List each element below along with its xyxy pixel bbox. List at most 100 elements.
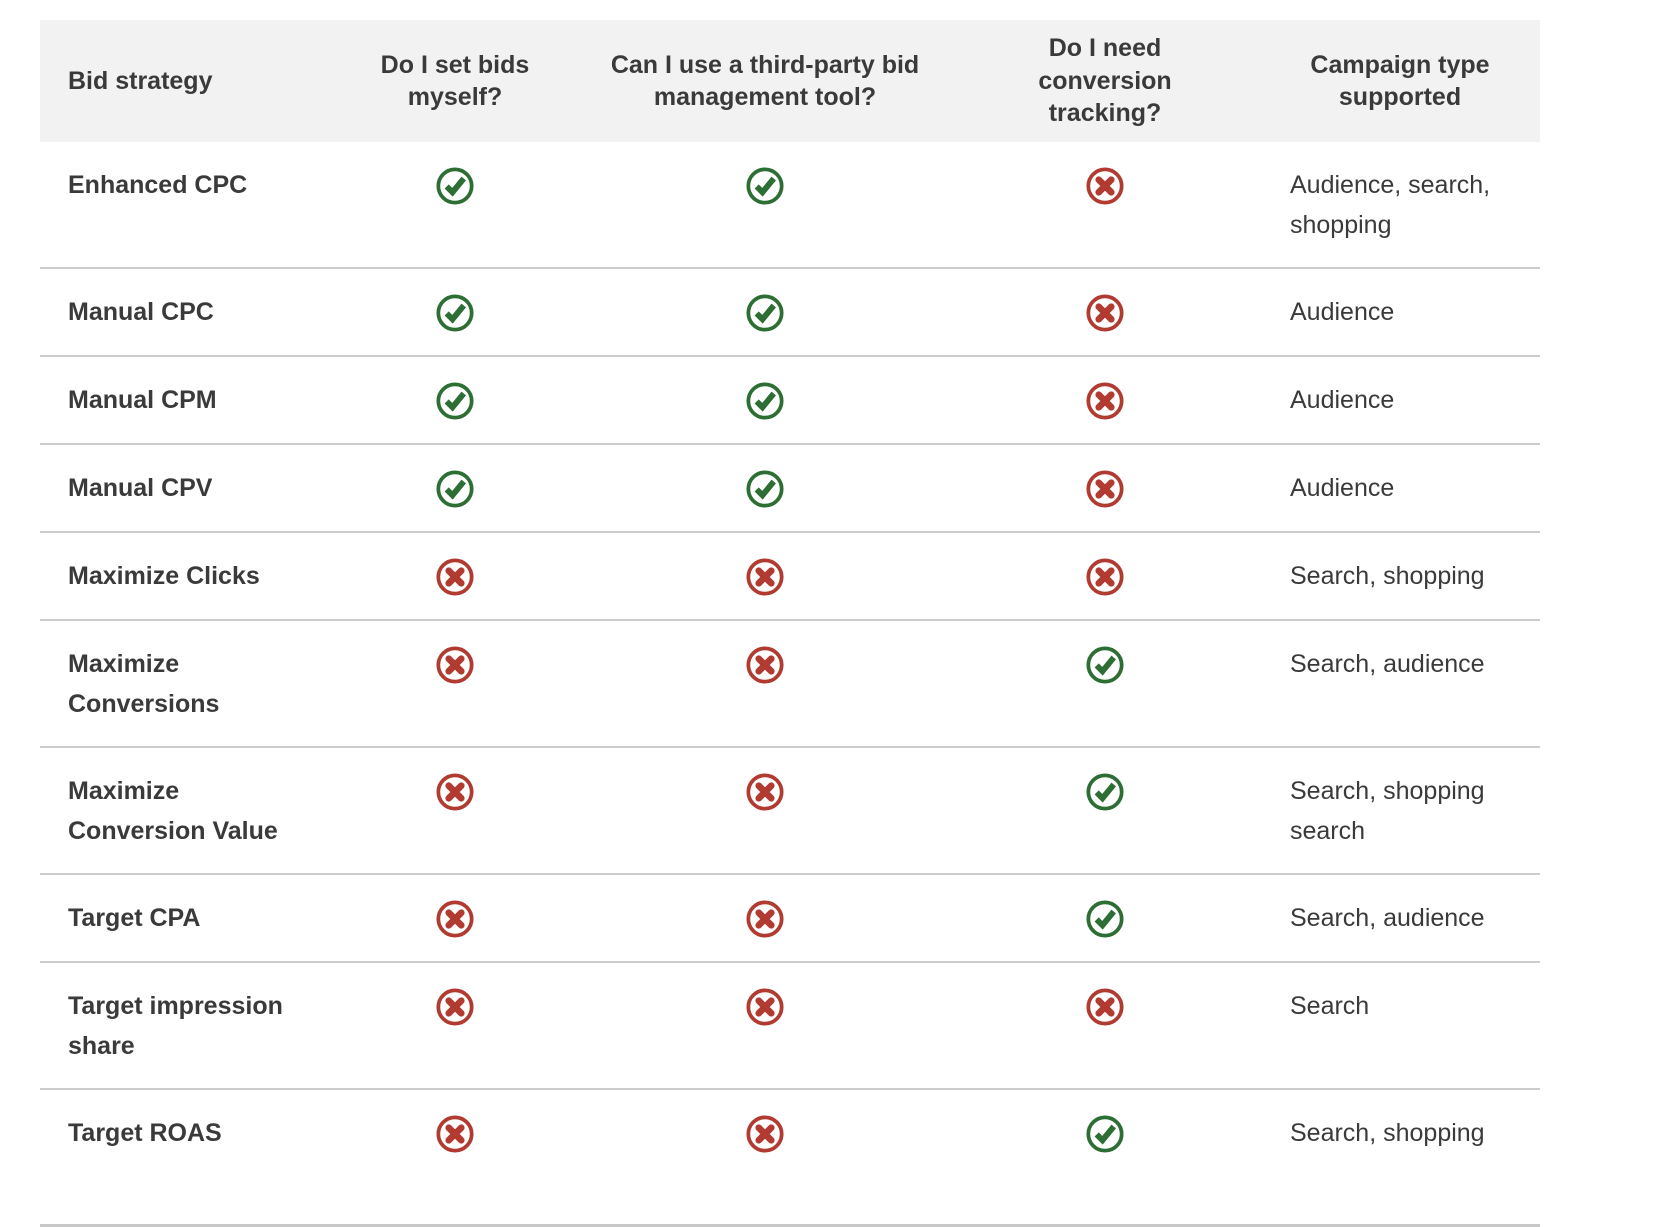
header-row: Bid strategy Do I set bids myself? Can I… (40, 20, 1540, 142)
table-row: Target CPA Search, audience (40, 874, 1540, 962)
x-circle-icon (745, 987, 785, 1027)
x-circle-icon (435, 557, 475, 597)
column-header-bid-strategy: Bid strategy (40, 20, 330, 142)
table-row: Maximize Clicks Search, shopping (40, 532, 1540, 620)
x-circle-icon (435, 987, 475, 1027)
set-bids-cell (330, 142, 580, 268)
table-body: Enhanced CPC Audience, search, shopping … (40, 142, 1540, 1226)
check-circle-icon (745, 469, 785, 509)
x-circle-icon (745, 645, 785, 685)
campaign-type-cell: Search, shopping (1290, 1119, 1485, 1147)
third-party-tool-cell (580, 356, 950, 444)
third-party-tool-cell (580, 268, 950, 356)
conversion-tracking-cell (950, 356, 1260, 444)
x-circle-icon (435, 772, 475, 812)
bid-strategy-cell: Maximize Conversions (68, 650, 220, 718)
third-party-tool-cell (580, 747, 950, 874)
check-circle-icon (1085, 645, 1125, 685)
x-circle-icon (745, 557, 785, 597)
set-bids-cell (330, 268, 580, 356)
bid-strategy-cell: Maximize Clicks (68, 562, 260, 590)
column-header-label: Bid strategy (68, 66, 213, 95)
third-party-tool-cell (580, 444, 950, 532)
campaign-type-cell: Search, audience (1290, 650, 1485, 678)
table-row: Enhanced CPC Audience, search, shopping (40, 142, 1540, 268)
x-circle-icon (1085, 293, 1125, 333)
campaign-type-cell: Audience (1290, 298, 1395, 326)
set-bids-cell (330, 532, 580, 620)
x-circle-icon (1085, 987, 1125, 1027)
column-header-conversion-tracking: Do I need conversion tracking? (950, 20, 1260, 142)
x-circle-icon (745, 899, 785, 939)
check-circle-icon (435, 293, 475, 333)
set-bids-cell (330, 444, 580, 532)
set-bids-cell (330, 620, 580, 747)
bid-strategy-cell: Target CPA (68, 904, 201, 932)
check-circle-icon (435, 166, 475, 206)
conversion-tracking-cell (950, 620, 1260, 747)
table-row: Target impression share Search (40, 962, 1540, 1089)
column-header-third-party-tool: Can I use a third-party bid management t… (580, 20, 950, 142)
column-header-label: Campaign type supported (1310, 50, 1490, 112)
check-circle-icon (435, 469, 475, 509)
x-circle-icon (435, 1114, 475, 1154)
x-circle-icon (745, 772, 785, 812)
x-circle-icon (435, 645, 475, 685)
set-bids-cell (330, 1089, 580, 1226)
conversion-tracking-cell (950, 747, 1260, 874)
page: Bid strategy Do I set bids myself? Can I… (40, 20, 1540, 1227)
bid-strategy-cell: Target ROAS (68, 1119, 222, 1147)
conversion-tracking-cell (950, 962, 1260, 1089)
table-row: Target ROAS Search, shopping (40, 1089, 1540, 1226)
third-party-tool-cell (580, 620, 950, 747)
campaign-type-cell: Search, audience (1290, 904, 1485, 932)
campaign-type-cell: Search, shopping (1290, 562, 1485, 590)
conversion-tracking-cell (950, 444, 1260, 532)
campaign-type-cell: Audience (1290, 386, 1395, 414)
table-row: Maximize Conversion Value Search, shoppi… (40, 747, 1540, 874)
check-circle-icon (435, 381, 475, 421)
check-circle-icon (1085, 772, 1125, 812)
check-circle-icon (745, 166, 785, 206)
column-header-campaign-type: Campaign type supported (1260, 20, 1540, 142)
column-header-label: Do I need conversion tracking? (1038, 34, 1172, 128)
bid-strategy-cell: Manual CPM (68, 386, 217, 414)
set-bids-cell (330, 962, 580, 1089)
conversion-tracking-cell (950, 268, 1260, 356)
table-row: Manual CPC Audience (40, 268, 1540, 356)
column-header-label: Do I set bids myself? (380, 50, 530, 112)
conversion-tracking-cell (950, 874, 1260, 962)
set-bids-cell (330, 747, 580, 874)
table-row: Manual CPM Audience (40, 356, 1540, 444)
check-circle-icon (1085, 899, 1125, 939)
third-party-tool-cell (580, 874, 950, 962)
third-party-tool-cell (580, 962, 950, 1089)
bid-strategy-cell: Target impression share (68, 992, 283, 1060)
campaign-type-cell: Search (1290, 992, 1370, 1020)
table-row: Maximize Conversions Search, audience (40, 620, 1540, 747)
set-bids-cell (330, 356, 580, 444)
x-circle-icon (745, 1114, 785, 1154)
x-circle-icon (1085, 469, 1125, 509)
conversion-tracking-cell (950, 142, 1260, 268)
third-party-tool-cell (580, 142, 950, 268)
campaign-type-cell: Search, shopping search (1290, 777, 1485, 845)
campaign-type-cell: Audience, search, shopping (1290, 171, 1491, 239)
third-party-tool-cell (580, 532, 950, 620)
third-party-tool-cell (580, 1089, 950, 1226)
x-circle-icon (435, 899, 475, 939)
column-header-set-bids: Do I set bids myself? (330, 20, 580, 142)
check-circle-icon (745, 381, 785, 421)
bid-strategy-cell: Maximize Conversion Value (68, 777, 278, 845)
column-header-label: Can I use a third-party bid management t… (610, 50, 920, 112)
bid-strategy-cell: Enhanced CPC (68, 171, 248, 199)
bid-strategy-cell: Manual CPC (68, 298, 214, 326)
check-circle-icon (1085, 1114, 1125, 1154)
x-circle-icon (1085, 166, 1125, 206)
x-circle-icon (1085, 381, 1125, 421)
x-circle-icon (1085, 557, 1125, 597)
check-circle-icon (745, 293, 785, 333)
bid-strategy-table: Bid strategy Do I set bids myself? Can I… (40, 20, 1540, 1227)
campaign-type-cell: Audience (1290, 474, 1395, 502)
set-bids-cell (330, 874, 580, 962)
